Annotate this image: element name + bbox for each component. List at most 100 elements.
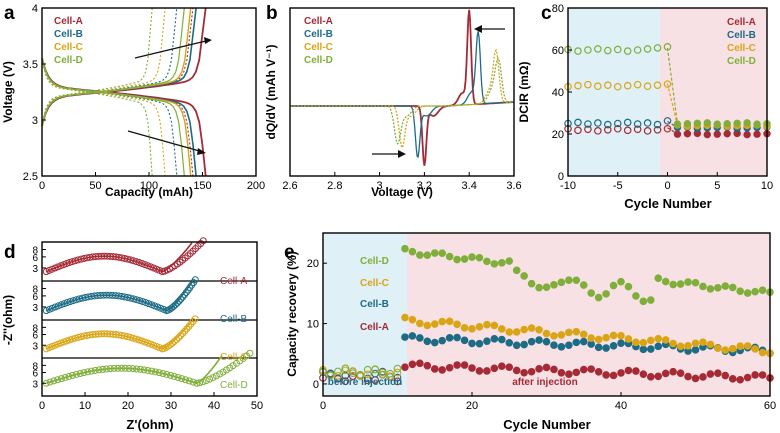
panel-e-point-after-cell-c: [542, 329, 551, 338]
panel-e-point-after-cell-b: [445, 334, 454, 342]
panel-d-point-cell-b: [142, 299, 150, 307]
panel-a-legend: Cell-A Cell-B Cell-C Cell-D: [54, 16, 83, 66]
panel-e-point-after-cell-b: [691, 346, 700, 354]
panel-c-point-before-cell-b: [653, 120, 662, 129]
panel-e-point-after-cell-a: [445, 363, 454, 372]
panel-d-point-cell-b: [51, 303, 59, 311]
panel-c-point-before-cell-b: [584, 120, 592, 128]
panel-e-xtick-label: 60: [764, 400, 776, 412]
panel-c-ytick-label: 0: [558, 171, 564, 183]
panel-e-point-after-cell-d: [736, 287, 744, 295]
panel-d-xlabel: Z'(ohm): [126, 417, 173, 432]
panel-a-arrow-upper-head: [204, 37, 212, 44]
panel-a-xtick-label: 0: [39, 180, 45, 192]
panel-d-ytick-label: 3: [32, 264, 38, 275]
panel-e-point-after-cell-d: [714, 284, 722, 292]
panel-c-point-after-cell-d: [753, 120, 761, 128]
panel-e-point-after-cell-a: [460, 361, 469, 369]
panel-d-xtick-label: 40: [208, 400, 220, 412]
panel-a-curve-discharge-cell-d: [41, 58, 185, 177]
panel-d-point-cell-b: [148, 301, 156, 309]
panel-e-point-after-cell-c: [676, 342, 685, 351]
panel-c-point-before-cell-b: [574, 118, 582, 127]
panel-a-ylabel: Voltage (V): [1, 61, 15, 123]
panel-b-legend-cell-a: Cell-A: [304, 16, 333, 27]
panel-e-label-cell-c: Cell-C: [360, 278, 389, 289]
panel-e-point-after-cell-d: [639, 297, 648, 306]
panel-e-point-before-cell-d: [393, 364, 402, 373]
panel-e-point-after-cell-b: [535, 336, 543, 344]
panel-label-d: d: [4, 242, 16, 263]
panel-b-ylabel: dQ/dV (mAh V⁻¹): [264, 45, 278, 140]
panel-e-point-after-cell-a: [646, 373, 655, 381]
panel-e-point-after-cell-c: [602, 333, 610, 342]
panel-c-point-before-cell-d: [594, 45, 602, 53]
panel-c-point-before-cell-d: [653, 44, 662, 52]
panel-e-point-after-cell-a: [602, 371, 610, 379]
panel-c-point-before-cell-b: [623, 118, 632, 127]
panel-e-point-after-cell-a: [676, 369, 685, 378]
panel-e-point-after-cell-d: [579, 281, 588, 289]
panel-e-point-after-cell-d: [468, 253, 476, 261]
panel-e-point-after-cell-c: [572, 327, 581, 336]
panel-e-point-after-cell-b: [483, 337, 491, 345]
panel-c-transition-cell-c: [666, 83, 679, 126]
panel-e-point-after-cell-b: [408, 332, 417, 340]
panel-e-point-after-cell-d: [542, 283, 551, 291]
panel-e-point-after-cell-b: [579, 337, 588, 346]
panel-c-point-after-cell-d: [673, 120, 682, 128]
panel-c-point-after-cell-d: [683, 120, 692, 128]
panel-c-xtick-label: 0: [664, 180, 670, 192]
panel-d-point-cell-d: [170, 372, 178, 380]
panel-d-point-cell-b: [60, 300, 68, 308]
panel-e-point-after-cell-c: [579, 330, 588, 339]
panel-a-ytick-label: 3: [32, 115, 38, 127]
panel-d-point-cell-b: [54, 302, 62, 310]
panel-e-point-after-cell-a: [438, 366, 447, 374]
panel-d-point-cell-d: [206, 375, 214, 383]
panel-e-point-after-cell-a: [609, 371, 618, 380]
panel-e-point-after-cell-c: [438, 317, 447, 326]
panel-d-point-cell-d: [185, 377, 193, 385]
panel-e-point-after-cell-a: [408, 360, 417, 369]
panel-e-point-after-cell-d: [430, 249, 439, 257]
panel-c-point-before-cell-a: [584, 125, 592, 134]
panel-e-point-after-cell-b: [542, 337, 551, 346]
panel-c-legend-cell-b: Cell-B: [727, 30, 756, 41]
panel-c-point-before-cell-d: [633, 46, 642, 54]
panel-d-point-cell-b: [145, 300, 153, 308]
panel-e-point-after-cell-d: [565, 276, 573, 284]
panel-d-point-cell-c: [138, 337, 146, 345]
panel-e-point-after-cell-d: [654, 274, 663, 282]
panel-e-point-before-cell-d: [356, 371, 365, 379]
panel-a-xtick-label: 100: [140, 180, 158, 192]
panel-d-fit-cell-b: [46, 281, 193, 312]
panel-e-point-after-cell-c: [565, 328, 573, 337]
panel-d-ytick-label: 8: [32, 246, 38, 257]
panel-c-point-after-cell-a: [703, 130, 711, 139]
panel-b-legend: Cell-A Cell-B Cell-C Cell-D: [304, 16, 333, 66]
panel-e-point-after-cell-d: [676, 280, 685, 288]
panel-c-after-region: [660, 8, 767, 176]
panel-c-ytick-label: 20: [552, 129, 564, 141]
panel-c-ytick-label: 60: [552, 45, 564, 57]
panel-e-point-after-cell-b: [550, 341, 558, 349]
panel-e-point-after-cell-c: [714, 344, 722, 352]
panel-e-point-after-cell-c: [706, 340, 715, 349]
panel-e-point-after-cell-a: [497, 362, 506, 370]
panel-d-point-cell-b: [191, 276, 199, 284]
panel-e-point-after-cell-a: [669, 367, 677, 376]
panel-d-point-cell-a: [199, 237, 207, 245]
panel-a-curve-discharge-cell-a: [41, 58, 207, 177]
panel-e-point-after-cell-d: [572, 276, 581, 285]
panel-d-fit-cell-d: [46, 354, 223, 385]
panel-c-point-before-cell-d: [603, 46, 612, 55]
panel-a: a 0 50 100 150 200 2.5 3 3.5 4 Capacity (mAh) Vo…: [1, 3, 265, 199]
panel-b-ticks: 2.6 2.8 3 3.2 3.4 3.6: [282, 172, 522, 192]
panel-e-point-after-cell-a: [736, 375, 744, 384]
panel-d-ytick-label: 6: [32, 331, 38, 342]
panel-e-point-after-cell-a: [557, 368, 566, 377]
panel-c-point-before-cell-b: [633, 120, 642, 128]
panel-e-region-after: after injection: [512, 377, 578, 388]
panel-d-point-cell-d: [189, 378, 197, 386]
